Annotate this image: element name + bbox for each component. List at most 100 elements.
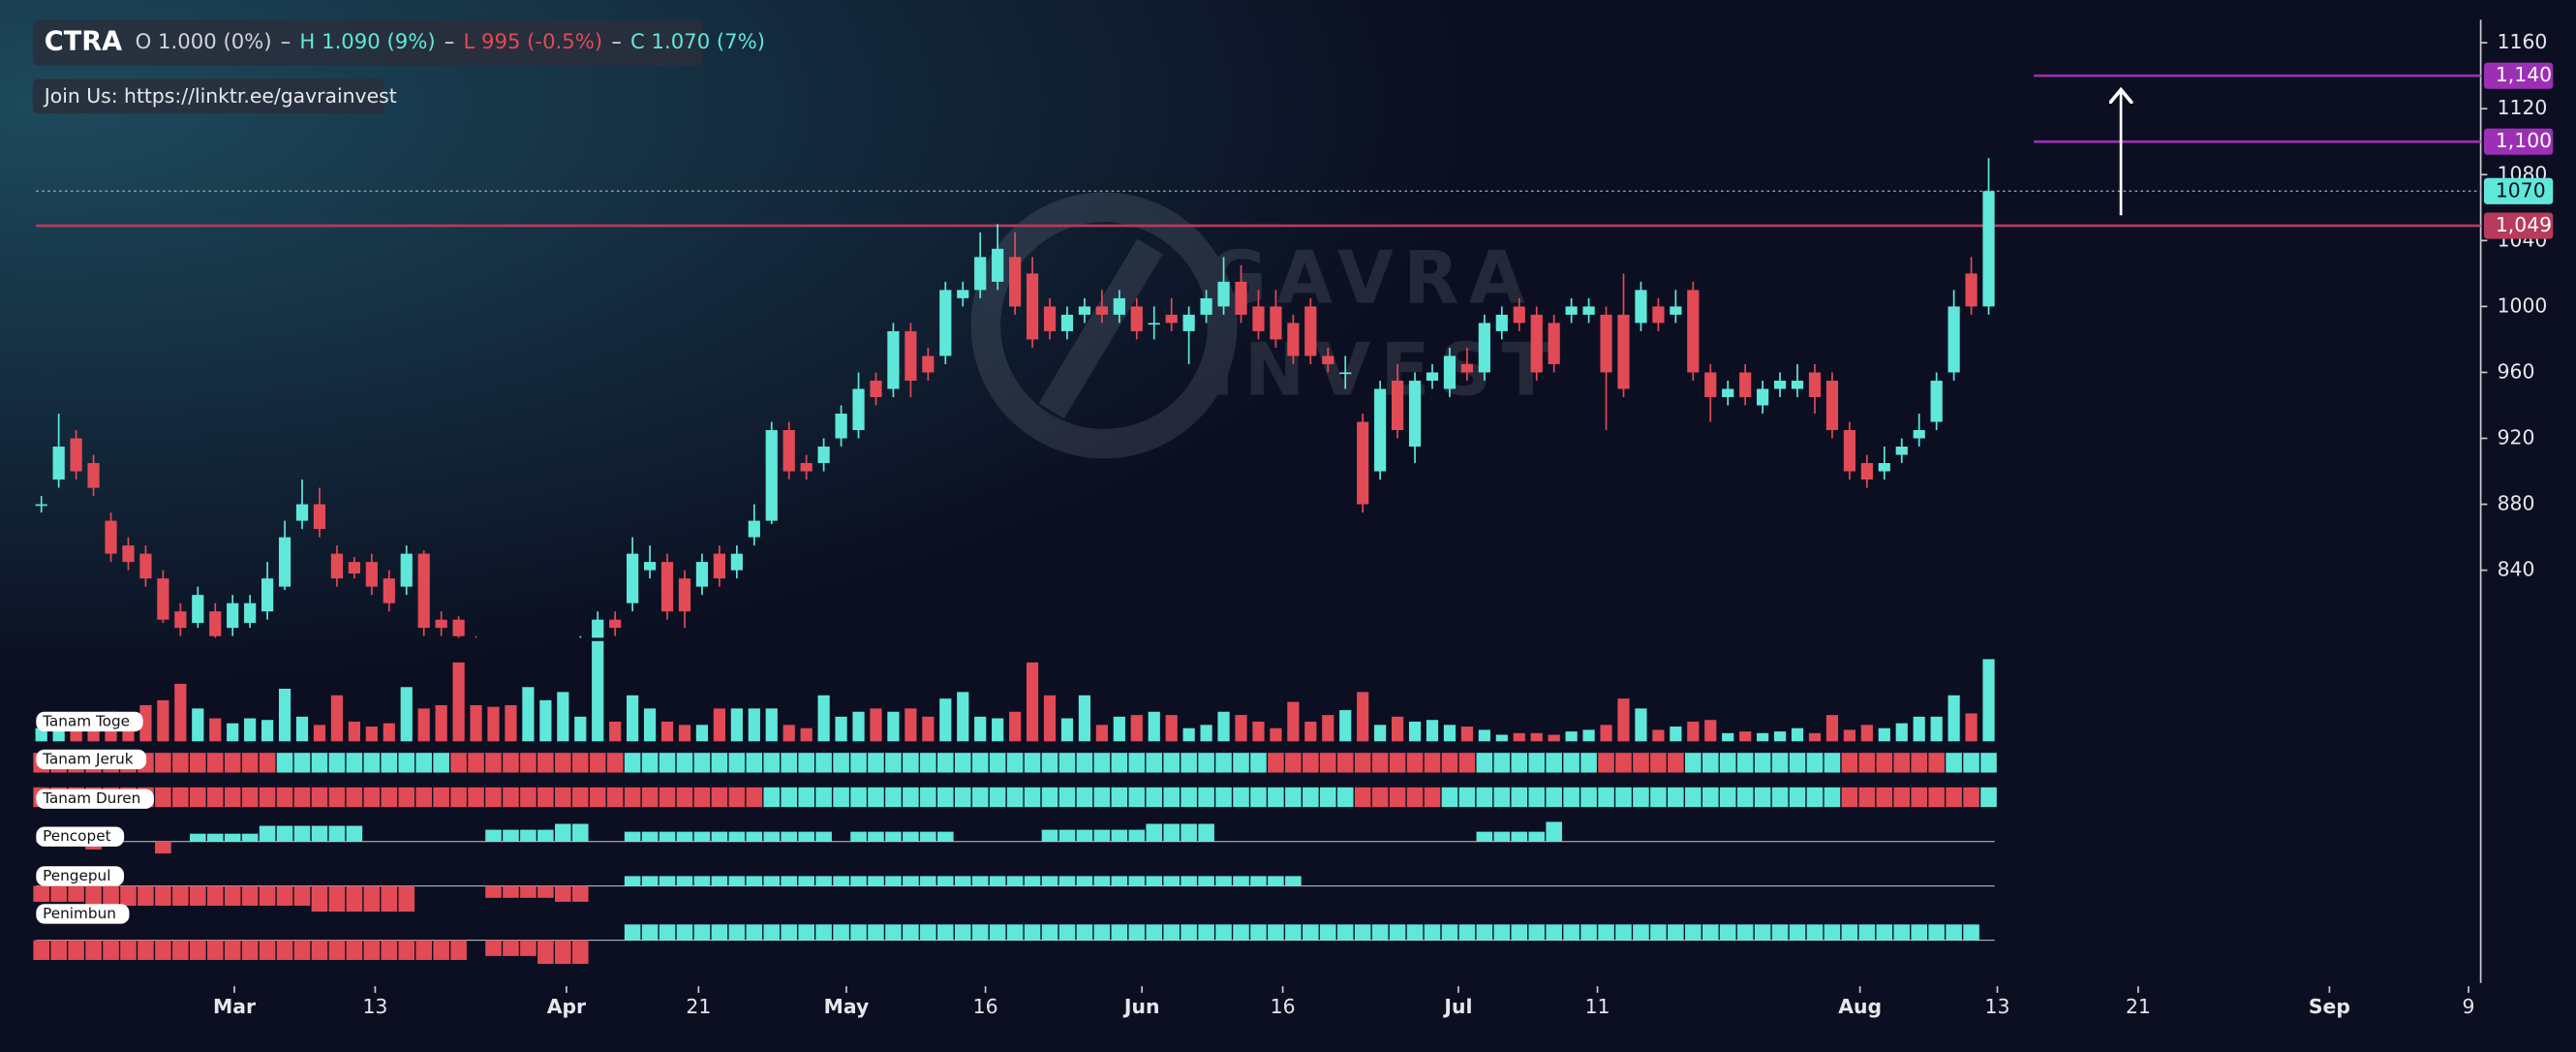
indicator-bar bbox=[1876, 787, 1893, 808]
indicator-bar bbox=[728, 753, 746, 773]
indicator-bar bbox=[1476, 753, 1493, 773]
indicator-bar bbox=[172, 753, 189, 773]
indicator-bar bbox=[1006, 787, 1024, 808]
indicator-bar bbox=[1250, 924, 1267, 941]
indicator-bar bbox=[850, 787, 867, 808]
volume-bar bbox=[800, 727, 813, 742]
indicator-bar bbox=[363, 885, 381, 913]
x-tick-label: May bbox=[824, 995, 870, 1018]
candle-body bbox=[1478, 323, 1490, 373]
indicator-bar bbox=[520, 753, 537, 773]
indicator-bar bbox=[206, 885, 224, 906]
indicator-bar bbox=[1893, 787, 1911, 808]
indicator-bar bbox=[1546, 924, 1562, 941]
volume-bar bbox=[1408, 721, 1422, 742]
indicator-bar bbox=[1476, 787, 1493, 808]
indicator-bar bbox=[1128, 924, 1146, 941]
indicator-bar bbox=[1824, 753, 1841, 773]
indicator-bar bbox=[1163, 876, 1180, 886]
x-tick-label: 21 bbox=[686, 995, 711, 1018]
indicator-bar bbox=[676, 876, 693, 886]
candle-body bbox=[1843, 429, 1855, 472]
indicator-bar bbox=[1058, 876, 1076, 886]
volume-bar bbox=[1357, 692, 1369, 742]
indicator-bar bbox=[346, 753, 363, 773]
indicator-bar bbox=[659, 787, 676, 808]
indicator-bar bbox=[1058, 924, 1076, 941]
candle-body bbox=[1860, 463, 1873, 480]
candle-body bbox=[852, 388, 865, 430]
indicator-bar bbox=[885, 924, 902, 941]
indicator-bar bbox=[589, 787, 606, 808]
indicator-bar bbox=[450, 753, 467, 773]
volume-bar bbox=[1825, 715, 1839, 742]
candle-body bbox=[695, 562, 709, 587]
indicator-bar bbox=[659, 876, 676, 886]
indicator-bar bbox=[711, 924, 728, 941]
indicator-bar bbox=[293, 753, 311, 773]
x-tick-label: Apr bbox=[547, 995, 586, 1018]
indicator-bar bbox=[450, 940, 467, 960]
volume-bar bbox=[313, 725, 326, 742]
volume-bar bbox=[1930, 716, 1943, 742]
price-marker-label: 1070 bbox=[2496, 178, 2546, 201]
indicator-bar bbox=[1076, 829, 1093, 842]
indicator-bar bbox=[746, 753, 763, 773]
volume-bar bbox=[609, 721, 622, 742]
indicator-bar bbox=[381, 940, 398, 960]
indicator-bar bbox=[1146, 924, 1163, 941]
indicator-bar bbox=[224, 787, 241, 808]
volume-bar bbox=[1687, 721, 1700, 742]
indicator-bar bbox=[1615, 924, 1632, 941]
indicator-bar bbox=[503, 885, 519, 898]
indicator-bar bbox=[1476, 924, 1493, 941]
volume-bar bbox=[417, 708, 430, 742]
indicator-bar bbox=[781, 831, 798, 842]
indicator-bar bbox=[885, 831, 902, 842]
indicator-bar bbox=[624, 831, 641, 842]
indicator-bar bbox=[1511, 924, 1528, 941]
indicator-bar bbox=[1181, 924, 1197, 941]
indicator-bar bbox=[346, 885, 363, 913]
indicator-bar bbox=[1650, 753, 1667, 773]
volume-bar bbox=[522, 687, 535, 742]
indicator-bar bbox=[1146, 876, 1163, 886]
indicator-bar bbox=[571, 940, 589, 965]
volume-bar bbox=[139, 704, 152, 742]
indicator-bar bbox=[1441, 753, 1458, 773]
x-tick-label: Jun bbox=[1122, 995, 1160, 1018]
candle-body bbox=[1878, 463, 1890, 472]
candle-body bbox=[417, 553, 430, 629]
indicator-bar bbox=[328, 940, 346, 960]
indicator-bar bbox=[1963, 924, 1979, 941]
indicator-bar bbox=[311, 940, 328, 960]
indicator-bar bbox=[1736, 787, 1754, 808]
indicator-bar bbox=[693, 753, 711, 773]
indicator-bar bbox=[1719, 753, 1736, 773]
indicator-bar bbox=[363, 787, 381, 808]
indicator-bar bbox=[1111, 876, 1128, 886]
indicator-bar bbox=[450, 787, 467, 808]
indicator-bar bbox=[746, 924, 763, 941]
candle-body bbox=[1617, 314, 1630, 389]
indicator-bar bbox=[1215, 876, 1232, 886]
header-field: H 1.090 (9%) bbox=[299, 29, 435, 53]
candle-body bbox=[1391, 380, 1404, 430]
plot: O 1.000 (0%) H 1.090 (9%) L 995 (-0.5%) C 1… bbox=[33, 29, 2554, 1018]
indicator-bar bbox=[415, 787, 432, 808]
indicator-bar bbox=[1476, 831, 1493, 842]
volume-bar bbox=[539, 699, 552, 742]
indicator-bar bbox=[798, 924, 814, 941]
indicator-bar bbox=[954, 787, 971, 808]
candle-body bbox=[957, 290, 969, 298]
indicator-bar bbox=[1041, 787, 1058, 808]
candle-body bbox=[452, 619, 465, 636]
indicator-bar bbox=[903, 924, 919, 941]
indicator-bar bbox=[259, 787, 276, 808]
candle-body bbox=[1652, 306, 1665, 324]
indicator-bar bbox=[433, 753, 449, 773]
candle-body bbox=[1270, 306, 1282, 340]
candle-body bbox=[1043, 306, 1057, 331]
volume-bar bbox=[365, 727, 378, 742]
indicator-bar bbox=[155, 753, 171, 773]
